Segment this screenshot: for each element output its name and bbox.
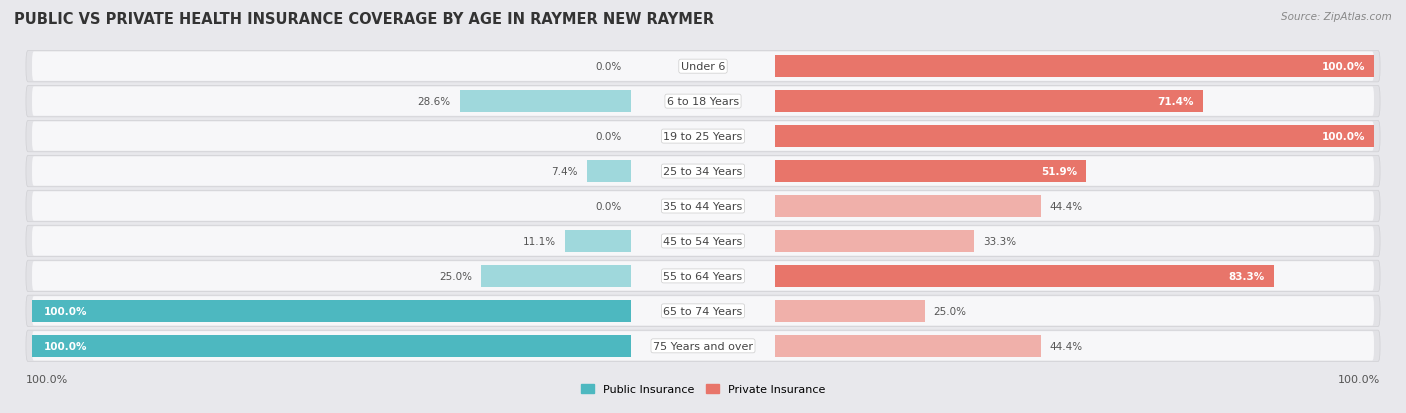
FancyBboxPatch shape bbox=[25, 86, 1381, 118]
Text: 44.4%: 44.4% bbox=[1050, 202, 1083, 211]
Text: 25.0%: 25.0% bbox=[934, 306, 967, 316]
Bar bbox=[775, 266, 1274, 287]
FancyBboxPatch shape bbox=[32, 297, 1374, 326]
Text: 35 to 44 Years: 35 to 44 Years bbox=[664, 202, 742, 211]
Text: 11.1%: 11.1% bbox=[523, 236, 555, 247]
Text: PUBLIC VS PRIVATE HEALTH INSURANCE COVERAGE BY AGE IN RAYMER NEW RAYMER: PUBLIC VS PRIVATE HEALTH INSURANCE COVER… bbox=[14, 12, 714, 27]
Bar bbox=[775, 300, 925, 322]
Bar bbox=[775, 126, 1374, 147]
FancyBboxPatch shape bbox=[32, 122, 1374, 152]
Text: 65 to 74 Years: 65 to 74 Years bbox=[664, 306, 742, 316]
Bar bbox=[481, 266, 631, 287]
Bar bbox=[775, 91, 1202, 113]
Text: 100.0%: 100.0% bbox=[1322, 62, 1365, 72]
Text: 7.4%: 7.4% bbox=[551, 166, 578, 177]
Text: 100.0%: 100.0% bbox=[27, 374, 69, 384]
FancyBboxPatch shape bbox=[32, 331, 1374, 361]
FancyBboxPatch shape bbox=[32, 52, 1374, 82]
FancyBboxPatch shape bbox=[25, 330, 1381, 362]
Text: 55 to 64 Years: 55 to 64 Years bbox=[664, 271, 742, 281]
Text: 0.0%: 0.0% bbox=[596, 202, 621, 211]
Text: 28.6%: 28.6% bbox=[418, 97, 451, 107]
FancyBboxPatch shape bbox=[25, 121, 1381, 152]
Bar bbox=[460, 91, 631, 113]
Text: Under 6: Under 6 bbox=[681, 62, 725, 72]
Text: 71.4%: 71.4% bbox=[1157, 97, 1194, 107]
Text: 44.4%: 44.4% bbox=[1050, 341, 1083, 351]
FancyBboxPatch shape bbox=[25, 191, 1381, 222]
FancyBboxPatch shape bbox=[25, 295, 1381, 327]
Text: 100.0%: 100.0% bbox=[44, 341, 87, 351]
Text: 75 Years and over: 75 Years and over bbox=[652, 341, 754, 351]
Legend: Public Insurance, Private Insurance: Public Insurance, Private Insurance bbox=[576, 380, 830, 399]
Bar bbox=[775, 196, 1040, 217]
Bar bbox=[775, 56, 1374, 78]
Text: 100.0%: 100.0% bbox=[1322, 132, 1365, 142]
Text: Source: ZipAtlas.com: Source: ZipAtlas.com bbox=[1281, 12, 1392, 22]
Text: 0.0%: 0.0% bbox=[596, 62, 621, 72]
Bar bbox=[775, 335, 1040, 357]
FancyBboxPatch shape bbox=[25, 156, 1381, 188]
Bar bbox=[775, 161, 1085, 183]
Text: 45 to 54 Years: 45 to 54 Years bbox=[664, 236, 742, 247]
Bar bbox=[586, 161, 631, 183]
FancyBboxPatch shape bbox=[32, 261, 1374, 291]
Bar bbox=[32, 335, 631, 357]
FancyBboxPatch shape bbox=[32, 157, 1374, 186]
Bar bbox=[32, 300, 631, 322]
Bar bbox=[775, 230, 974, 252]
Text: 100.0%: 100.0% bbox=[44, 306, 87, 316]
Text: 6 to 18 Years: 6 to 18 Years bbox=[666, 97, 740, 107]
Text: 25 to 34 Years: 25 to 34 Years bbox=[664, 166, 742, 177]
Text: 51.9%: 51.9% bbox=[1040, 166, 1077, 177]
FancyBboxPatch shape bbox=[25, 51, 1381, 83]
Text: 100.0%: 100.0% bbox=[1337, 374, 1379, 384]
Text: 19 to 25 Years: 19 to 25 Years bbox=[664, 132, 742, 142]
Text: 83.3%: 83.3% bbox=[1229, 271, 1265, 281]
FancyBboxPatch shape bbox=[32, 192, 1374, 221]
FancyBboxPatch shape bbox=[25, 225, 1381, 257]
FancyBboxPatch shape bbox=[32, 87, 1374, 116]
FancyBboxPatch shape bbox=[32, 227, 1374, 256]
FancyBboxPatch shape bbox=[25, 261, 1381, 292]
Text: 25.0%: 25.0% bbox=[439, 271, 472, 281]
Text: 33.3%: 33.3% bbox=[983, 236, 1017, 247]
Text: 0.0%: 0.0% bbox=[596, 132, 621, 142]
Bar bbox=[565, 230, 631, 252]
